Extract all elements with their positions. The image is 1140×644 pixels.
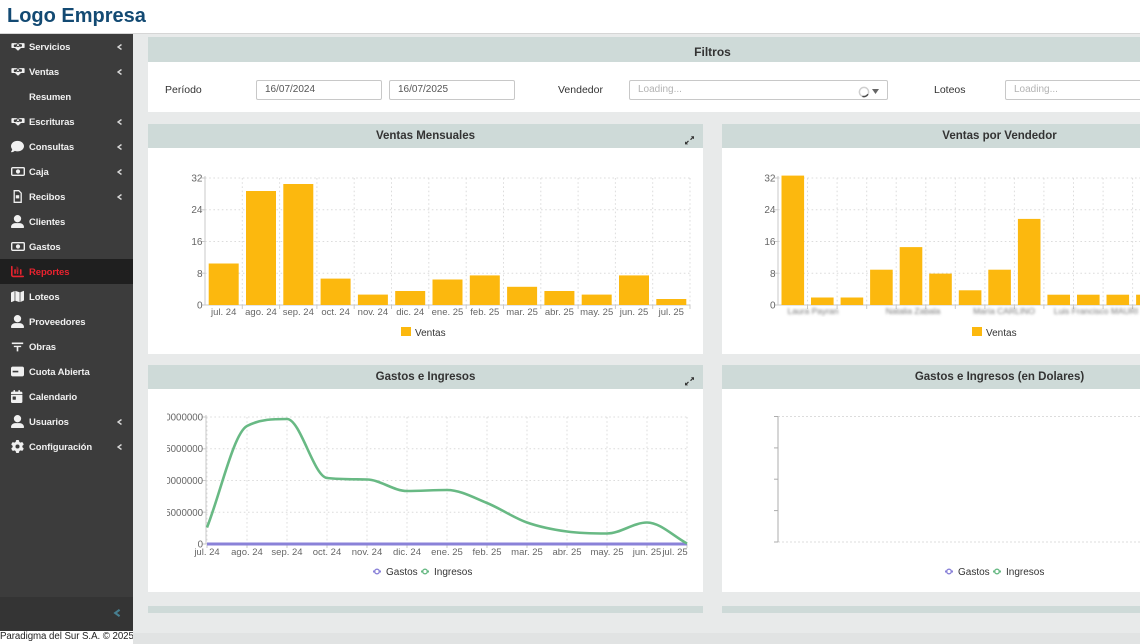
svg-text:Ventas: Ventas [415, 328, 446, 339]
svg-text:Ingresos: Ingresos [434, 567, 472, 578]
svg-text:dic. 24: dic. 24 [393, 547, 421, 558]
svg-text:Natalia Zabala: Natalia Zabala [886, 306, 941, 316]
svg-text:jul. 24: jul. 24 [193, 547, 219, 558]
svg-text:0: 0 [197, 301, 203, 312]
svg-text:feb. 25: feb. 25 [470, 307, 499, 318]
svg-text:ago. 24: ago. 24 [245, 307, 277, 318]
svg-text:jul. 25: jul. 25 [658, 307, 684, 318]
svg-text:jun. 25: jun. 25 [619, 307, 649, 318]
svg-text:feb. 25: feb. 25 [472, 547, 501, 558]
svg-text:nov. 24: nov. 24 [352, 547, 382, 558]
svg-text:Luis Francisco MAURI: Luis Francisco MAURI [1054, 306, 1139, 316]
svg-text:Laura Payran: Laura Payran [787, 306, 838, 316]
svg-text:may. 25: may. 25 [580, 307, 613, 318]
svg-text:8: 8 [197, 269, 203, 280]
svg-text:Ventas: Ventas [986, 328, 1017, 339]
svg-text:mar. 25: mar. 25 [511, 547, 543, 558]
svg-text:24: 24 [191, 205, 203, 216]
svg-text:16: 16 [764, 237, 776, 248]
svg-text:María CARLINO: María CARLINO [973, 306, 1035, 316]
svg-text:16: 16 [191, 237, 203, 248]
svg-text:may. 25: may. 25 [590, 547, 623, 558]
svg-text:25000000: 25000000 [160, 508, 204, 519]
svg-text:8: 8 [770, 269, 776, 280]
svg-text:jul. 25: jul. 25 [661, 547, 687, 558]
svg-text:100000000: 100000000 [155, 413, 204, 424]
svg-text:ago. 24: ago. 24 [231, 547, 263, 558]
svg-text:mar. 25: mar. 25 [506, 307, 538, 318]
svg-text:oct. 24: oct. 24 [321, 307, 350, 318]
svg-text:jun. 25: jun. 25 [632, 547, 662, 558]
svg-text:24: 24 [764, 205, 776, 216]
svg-text:oct. 24: oct. 24 [313, 547, 342, 558]
svg-text:abr. 25: abr. 25 [545, 307, 574, 318]
svg-text:sep. 24: sep. 24 [271, 547, 302, 558]
svg-text:0: 0 [770, 301, 776, 312]
svg-text:dic. 24: dic. 24 [396, 307, 424, 318]
svg-text:50000000: 50000000 [160, 476, 204, 487]
svg-text:32: 32 [764, 174, 776, 185]
svg-text:jul. 24: jul. 24 [210, 307, 236, 318]
svg-text:Gastos: Gastos [386, 567, 418, 578]
svg-text:32: 32 [191, 174, 203, 185]
svg-text:nov. 24: nov. 24 [358, 307, 388, 318]
svg-text:Ingresos: Ingresos [1006, 567, 1044, 578]
svg-text:abr. 25: abr. 25 [552, 547, 581, 558]
svg-text:sep. 24: sep. 24 [283, 307, 314, 318]
svg-text:75000000: 75000000 [160, 444, 204, 455]
svg-text:Gastos: Gastos [958, 567, 990, 578]
svg-text:ene. 25: ene. 25 [431, 547, 463, 558]
svg-text:ene. 25: ene. 25 [432, 307, 464, 318]
svg-text:0: 0 [198, 540, 204, 551]
